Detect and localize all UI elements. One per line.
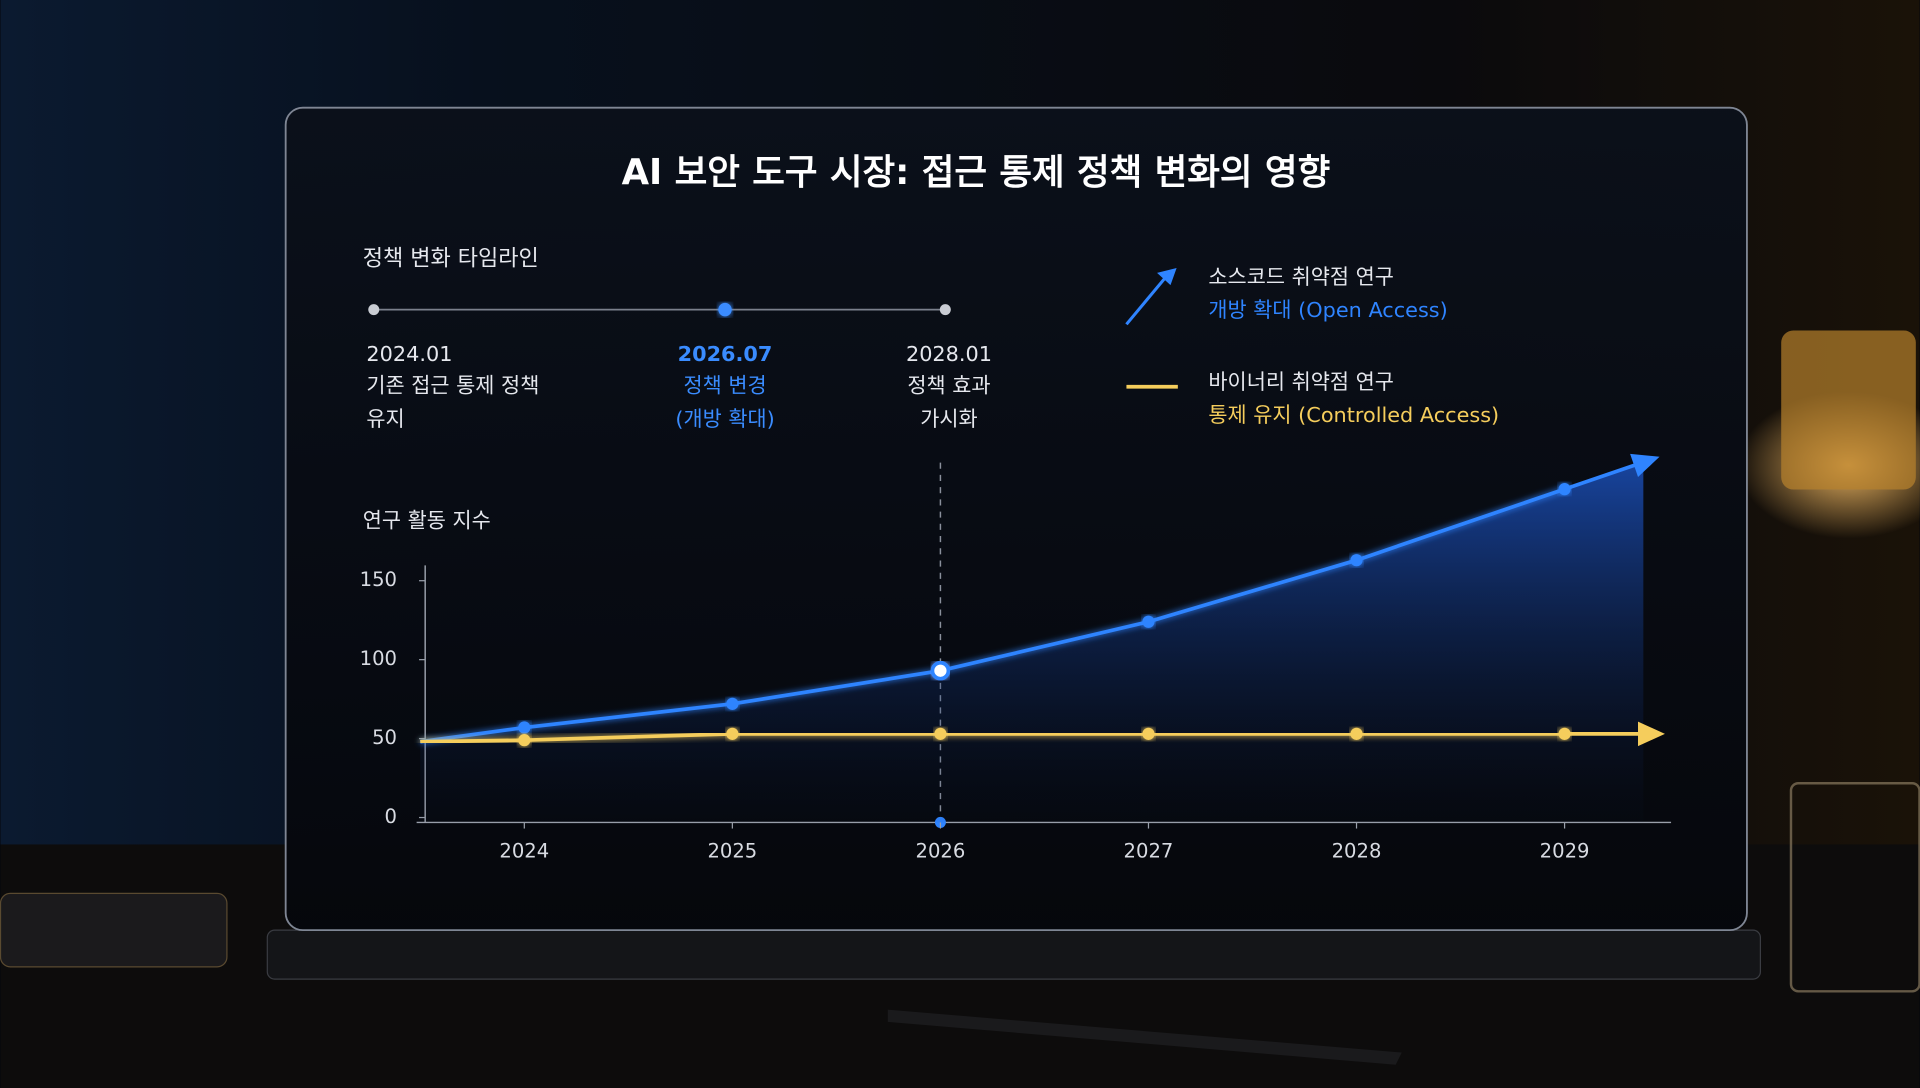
timeline-dot [939, 304, 951, 316]
timeline-text: 가시화 [920, 407, 977, 431]
y-tick-label: 50 [372, 726, 397, 749]
y-tick-label: 150 [360, 568, 397, 591]
stand [266, 929, 1762, 980]
legend-name: 바이너리 취약점 연구 [1208, 370, 1393, 394]
data-point [934, 727, 947, 740]
data-point [1142, 615, 1155, 628]
timeline-text: 정책 변경 [683, 374, 766, 398]
timeline-date: 2024.01 [366, 342, 452, 366]
legend-subtitle: 개방 확대 (Open Access) [1208, 298, 1447, 322]
legend-icon [1125, 271, 1171, 326]
data-point [726, 727, 739, 740]
timeline-text: (개방 확대) [675, 407, 774, 431]
timeline-date: 2026.07 [678, 342, 773, 366]
x-tick-label: 2029 [1540, 839, 1590, 862]
series-arrowhead [1630, 453, 1660, 477]
x-tick-label: 2025 [707, 839, 757, 862]
chart-title: AI 보안 도구 시장: 접근 통제 정책 변화의 영향 [622, 152, 1331, 193]
x-tick-label: 2027 [1124, 839, 1174, 862]
data-point [1350, 727, 1363, 740]
legend-name: 소스코드 취약점 연구 [1208, 265, 1393, 289]
data-point [1558, 727, 1571, 740]
y-tick-label: 0 [385, 805, 397, 828]
lamp [1781, 330, 1916, 490]
y-tick-label: 100 [360, 647, 397, 670]
data-point [1558, 483, 1571, 496]
y-axis-label: 연구 활동 지수 [363, 508, 491, 532]
timeline-dot [368, 304, 380, 316]
timeline-title: 정책 변화 타임라인 [363, 246, 539, 271]
x-tick-label: 2024 [499, 839, 549, 862]
data-point [726, 697, 739, 710]
pen [887, 1009, 1402, 1065]
data-point [1350, 554, 1363, 567]
data-point [930, 660, 951, 681]
data-point [1142, 727, 1155, 740]
series-arrowhead [1638, 721, 1665, 747]
legend-subtitle: 통제 유지 (Controlled Access) [1208, 403, 1499, 427]
legend-icon-head [1157, 268, 1177, 286]
timeline-text: 기존 접근 통제 정책 [366, 374, 539, 398]
x-tick-label: 2028 [1332, 839, 1382, 862]
x-tick-label: 2026 [916, 839, 966, 862]
data-point [518, 721, 531, 734]
timeline-text: 정책 효과 [907, 374, 990, 398]
notebook [0, 892, 228, 968]
timeline-text: 유지 [366, 407, 404, 431]
glass [1789, 782, 1920, 993]
data-point [518, 734, 531, 747]
timeline-dot [718, 302, 732, 317]
timeline-date: 2028.01 [906, 342, 992, 366]
